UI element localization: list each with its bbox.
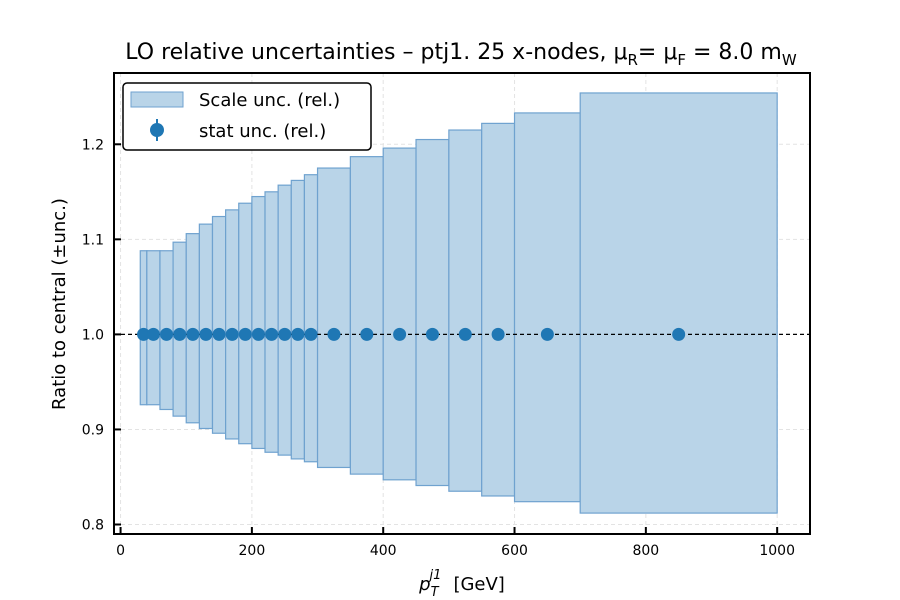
xlabel-symbol: p [418, 574, 430, 595]
stat-point-11 [278, 327, 292, 341]
stat-point-1 [146, 327, 160, 341]
scale-band-bin-7 [225, 209, 240, 440]
legend-point-marker [150, 123, 164, 137]
stat-points [137, 327, 686, 341]
stat-point-13 [304, 327, 318, 341]
scale-band-bin-14 [316, 167, 351, 469]
y-tick-label-2: 1.0 [82, 327, 104, 343]
stat-point-7 [225, 327, 239, 341]
scale-band-bin-6 [211, 215, 227, 434]
y-tick-label-4: 1.2 [82, 137, 104, 153]
stat-point-5 [199, 327, 213, 341]
y-axis-label: Ratio to central (±unc.) [49, 198, 70, 410]
scale-band-bin-16 [382, 147, 417, 481]
stat-point-6 [212, 327, 226, 341]
plot-frame [113, 72, 811, 535]
scale-band-bin-10 [264, 191, 279, 453]
x-axis-label: pTj1 [GeV] [418, 568, 505, 600]
stat-point-16 [393, 327, 407, 341]
y-axis-ticks: 0.8 0.9 1.0 1.1 1.2 [82, 137, 121, 533]
scale-band-bin-13 [303, 174, 319, 463]
stat-point-9 [251, 327, 265, 341]
scale-band-bin-9 [251, 195, 266, 450]
stat-point-18 [458, 327, 472, 341]
x-tick-label-4: 800 [632, 543, 659, 559]
stat-point-10 [265, 327, 279, 341]
title-sub-r: R [627, 51, 637, 69]
x-tick-label-0: 0 [116, 543, 125, 559]
stat-point-17 [425, 327, 439, 341]
xlabel-superscript: j1 [428, 568, 442, 583]
x-tick-label-3: 600 [501, 543, 528, 559]
scale-band-bin-11 [277, 184, 292, 456]
scale-band-bin-1 [146, 250, 161, 406]
stat-point-0 [137, 327, 151, 341]
scale-band-bin-17 [415, 138, 450, 487]
scale-band-bin-21 [579, 92, 778, 514]
title-sub-w: W [782, 51, 797, 69]
scale-band-bin-18 [448, 129, 483, 492]
x-axis-ticks: 0 200 400 600 800 1000 [116, 527, 795, 559]
scale-band-bin-20 [513, 112, 581, 503]
title-end: = 8.0 m [686, 40, 782, 65]
legend: Scale unc. (rel.) stat unc. (rel.) [122, 82, 372, 151]
scale-band-bin-15 [349, 156, 384, 475]
x-tick-label-1: 200 [239, 543, 266, 559]
scale-band [139, 92, 778, 514]
y-tick-label-1: 0.9 [82, 422, 104, 438]
stat-point-19 [491, 327, 505, 341]
stat-point-2 [160, 327, 174, 341]
scale-band-bin-8 [238, 202, 253, 445]
scale-band-bin-0 [139, 250, 148, 406]
stat-point-15 [360, 327, 374, 341]
y-tick-label-0: 0.8 [82, 517, 104, 533]
chart-title: LO relative uncertainties – ptj1. 25 x-n… [125, 40, 797, 69]
scale-band-bin-12 [290, 179, 306, 460]
legend-label-scale: Scale unc. (rel.) [199, 90, 340, 111]
stat-point-3 [173, 327, 187, 341]
legend-box [122, 82, 372, 151]
stat-point-20 [540, 327, 554, 341]
x-tick-label-5: 1000 [759, 543, 795, 559]
y-tick-label-3: 1.1 [82, 232, 104, 248]
title-sub-f: F [677, 51, 686, 69]
scale-band-bin-19 [481, 122, 516, 497]
stat-point-14 [327, 327, 341, 341]
legend-label-stat: stat unc. (rel.) [199, 121, 326, 142]
legend-band-swatch [130, 91, 184, 108]
stat-point-12 [291, 327, 305, 341]
x-tick-label-2: 400 [370, 543, 397, 559]
title-mid: = μ [638, 40, 677, 65]
stat-point-21 [672, 327, 686, 341]
xlabel-unit: [GeV] [453, 574, 504, 595]
stat-point-4 [186, 327, 200, 341]
scale-band-bin-5 [198, 223, 214, 430]
stat-point-8 [238, 327, 252, 341]
title-main: LO relative uncertainties – ptj1. 25 x-n… [125, 40, 627, 65]
xlabel-subscript: T [431, 585, 440, 600]
